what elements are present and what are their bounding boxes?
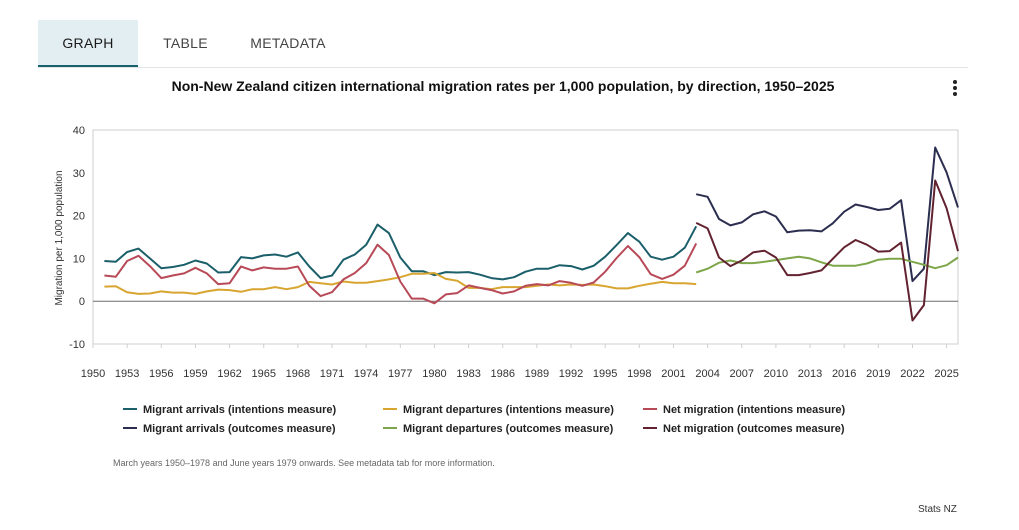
x-tick-label: 2010: [764, 368, 788, 380]
x-tick-label: 2019: [866, 368, 890, 380]
x-tick-label: 2016: [832, 368, 856, 380]
x-tick-label: 2022: [900, 368, 924, 380]
tab-divider: [38, 67, 968, 68]
x-tick-label: 1971: [320, 368, 344, 380]
tab-metadata[interactable]: METADATA: [250, 35, 326, 51]
legend-label[interactable]: Migrant arrivals (outcomes measure): [143, 423, 336, 435]
x-tick-label: 2001: [661, 368, 685, 380]
x-tick-label: 1956: [149, 368, 173, 380]
tab-table[interactable]: TABLE: [163, 35, 208, 51]
tab-graph[interactable]: GRAPH: [38, 20, 138, 67]
legend-label[interactable]: Migrant departures (intentions measure): [403, 404, 614, 416]
legend-label[interactable]: Migrant arrivals (intentions measure): [143, 404, 336, 416]
footnote: March years 1950–1978 and June years 197…: [113, 458, 495, 468]
legend-label[interactable]: Net migration (outcomes measure): [663, 423, 845, 435]
kebab-menu-icon[interactable]: [950, 80, 960, 100]
y-tick-label: 0: [79, 296, 85, 308]
series-line-6[interactable]: [695, 179, 959, 322]
legend-label[interactable]: Net migration (intentions measure): [663, 404, 845, 416]
tab-bar: GRAPH TABLE METADATA: [38, 20, 343, 67]
y-tick-label: 40: [73, 125, 85, 137]
series-line-4[interactable]: [695, 146, 959, 283]
source-label: Stats NZ: [918, 504, 957, 515]
x-tick-label: 1977: [388, 368, 412, 380]
y-tick-label: 20: [73, 211, 85, 223]
x-tick-label: 1950: [81, 368, 105, 380]
x-tick-label: 2007: [730, 368, 754, 380]
y-tick-label: 10: [73, 253, 85, 265]
x-tick-label: 1953: [115, 368, 139, 380]
x-tick-label: 1992: [559, 368, 583, 380]
x-tick-label: 2025: [934, 368, 958, 380]
y-tick-label: -10: [69, 339, 85, 351]
y-axis-label: Migration per 1,000 population: [54, 170, 65, 305]
y-tick-label: 30: [73, 168, 85, 180]
chart-title: Non-New Zealand citizen international mi…: [172, 78, 835, 94]
plot-frame: [92, 129, 959, 345]
x-tick-label: 1989: [525, 368, 549, 380]
x-tick-label: 1959: [183, 368, 207, 380]
x-tick-label: 1995: [593, 368, 617, 380]
series-line-2[interactable]: [104, 272, 697, 295]
series-line-1[interactable]: [104, 223, 698, 281]
x-tick-label: 2013: [798, 368, 822, 380]
x-tick-label: 1983: [456, 368, 480, 380]
x-tick-label: 1968: [286, 368, 310, 380]
x-tick-label: 1965: [251, 368, 275, 380]
legend: Migrant arrivals (intentions measure) Mig…: [123, 404, 845, 435]
legend-label[interactable]: Migrant departures (outcomes measure): [403, 423, 614, 435]
x-tick-label: 1998: [627, 368, 651, 380]
plot-area: -10 0 10 20 30 40 1950 1953 1956 1959 1962 1965 1968…: [69, 125, 959, 380]
x-tick-label: 1986: [490, 368, 514, 380]
x-tick-label: 1974: [354, 368, 378, 380]
x-tick-label: 1980: [422, 368, 446, 380]
x-tick-label: 1962: [217, 368, 241, 380]
series-line-3[interactable]: [104, 242, 698, 305]
x-tick-label: 2004: [695, 368, 719, 380]
